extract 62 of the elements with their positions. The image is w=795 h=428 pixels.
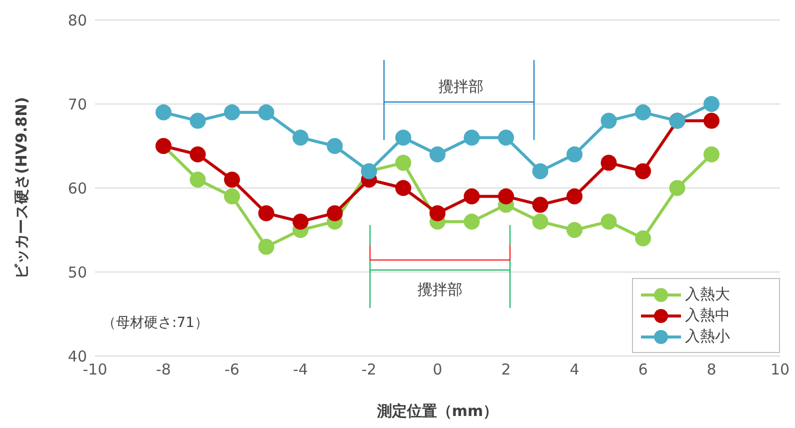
point bbox=[498, 130, 514, 146]
x-tick-label: 8 bbox=[706, 360, 716, 379]
x-tick-label: -4 bbox=[293, 360, 308, 379]
point bbox=[532, 196, 548, 213]
x-tick-label: 4 bbox=[570, 360, 580, 379]
point bbox=[395, 180, 412, 196]
point bbox=[190, 112, 206, 129]
y-axis-title: ビッカース硬さ(HV9.8N) bbox=[12, 97, 30, 279]
point bbox=[224, 104, 240, 120]
x-tick-label: 10 bbox=[770, 360, 790, 379]
point bbox=[258, 104, 274, 120]
x-tick-label: 6 bbox=[638, 360, 648, 379]
point bbox=[224, 172, 240, 188]
point bbox=[190, 172, 206, 188]
point bbox=[669, 180, 686, 196]
point bbox=[464, 188, 480, 204]
x-tick-label: 2 bbox=[501, 360, 511, 379]
point bbox=[566, 188, 582, 204]
point bbox=[430, 146, 446, 162]
x-tick-label: 0 bbox=[432, 360, 442, 379]
x-axis-title: 測定位置（mm） bbox=[376, 402, 498, 420]
point bbox=[566, 222, 582, 238]
point bbox=[704, 96, 720, 112]
point bbox=[498, 188, 514, 204]
annotation: （母材硬さ:71） bbox=[101, 314, 210, 332]
x-tick-label: -6 bbox=[224, 360, 240, 379]
point bbox=[635, 163, 651, 180]
point bbox=[566, 146, 582, 162]
point bbox=[532, 163, 548, 180]
point bbox=[704, 146, 720, 162]
point bbox=[156, 104, 172, 120]
annotation: 攪拌部 bbox=[436, 78, 486, 96]
point bbox=[704, 112, 720, 129]
point bbox=[464, 214, 480, 230]
point bbox=[600, 214, 617, 230]
x-tick-label: -8 bbox=[156, 360, 171, 379]
point bbox=[292, 214, 308, 230]
point bbox=[258, 205, 274, 222]
point bbox=[635, 230, 651, 246]
y-tick-label: 70 bbox=[68, 95, 87, 114]
point bbox=[532, 214, 548, 230]
point bbox=[395, 154, 412, 171]
point bbox=[600, 154, 617, 171]
point bbox=[292, 130, 308, 146]
y-tick-label: 60 bbox=[68, 179, 87, 198]
point bbox=[395, 130, 412, 146]
point bbox=[224, 188, 240, 204]
point bbox=[326, 205, 343, 222]
point bbox=[635, 104, 651, 120]
y-tick-label: 80 bbox=[68, 11, 87, 30]
point bbox=[190, 146, 206, 162]
point bbox=[464, 130, 480, 146]
legend-label: 入熱中 bbox=[685, 306, 730, 325]
y-tick-label: 50 bbox=[68, 263, 87, 282]
legend-label: 入熱大 bbox=[685, 285, 730, 304]
point bbox=[258, 238, 274, 255]
point bbox=[430, 205, 446, 222]
annotation: 攪拌部 bbox=[416, 280, 464, 300]
legend-label: 入熱小 bbox=[685, 327, 730, 346]
point bbox=[600, 112, 617, 129]
x-tick-label: -2 bbox=[362, 360, 376, 379]
point bbox=[326, 138, 343, 154]
